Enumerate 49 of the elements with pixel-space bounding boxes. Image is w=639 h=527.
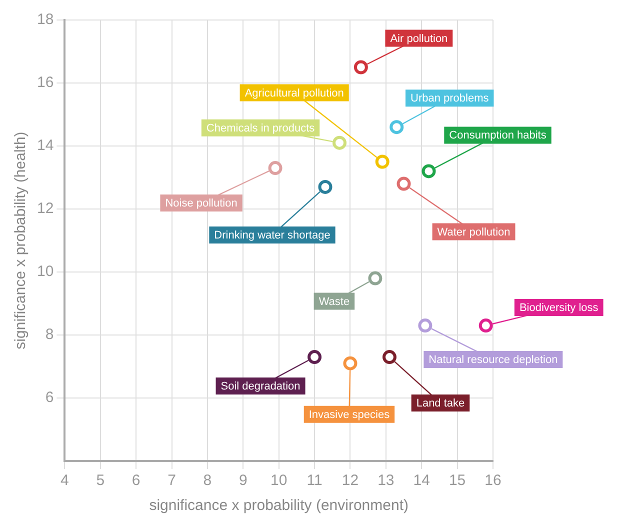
x-tick-label: 5 <box>96 472 105 490</box>
x-tick-label: 11 <box>306 472 322 490</box>
text: Soil degradation <box>220 380 300 393</box>
text: Water pollution <box>437 226 510 238</box>
x-tick-label: 10 <box>270 472 288 490</box>
point <box>418 318 432 333</box>
point <box>332 136 347 150</box>
text: Consumption habits <box>449 130 547 142</box>
x-tick-label: 4 <box>60 472 69 490</box>
point <box>422 164 436 178</box>
x-tick-label: 14 <box>413 472 430 490</box>
text: Air pollution <box>390 32 448 45</box>
text: Natural resource depletion <box>428 354 558 366</box>
text: Drinking water shortage <box>214 229 330 242</box>
text: Biodiversity loss <box>519 302 599 314</box>
y-tick-label: 6 <box>45 389 54 406</box>
text: Land take <box>416 398 465 410</box>
x-axis-title: significance x probability (environment) <box>149 497 408 514</box>
text: Waste <box>318 296 350 308</box>
y-tick-label: 10 <box>36 263 54 280</box>
x-tick-label: 12 <box>342 472 359 490</box>
x-tick-label: 8 <box>203 472 212 490</box>
y-tick-label: 14 <box>36 137 54 154</box>
y-tick-label: 18 <box>36 11 54 28</box>
x-tick-label: 15 <box>448 472 466 490</box>
y-tick-label: 16 <box>36 74 54 92</box>
x-tick-label: 13 <box>378 472 394 490</box>
point <box>375 154 390 169</box>
point <box>343 356 358 370</box>
point <box>354 60 368 74</box>
y-tick-label: 12 <box>36 200 54 218</box>
x-tick-label: 7 <box>168 472 176 490</box>
series-label: Urban problems <box>410 92 490 105</box>
point <box>268 161 282 176</box>
point <box>318 180 332 194</box>
x-tick-label: 16 <box>484 472 502 490</box>
point <box>396 176 411 191</box>
point <box>478 318 493 333</box>
point <box>308 350 322 364</box>
point <box>390 120 404 134</box>
text: Noise pollution <box>165 198 238 210</box>
text: Agricultural pollution <box>244 87 344 100</box>
y-axis-title: significance x probability (health) <box>12 132 30 350</box>
x-tick-label: 9 <box>238 472 248 490</box>
point <box>368 271 382 286</box>
y-tick-label: 8 <box>45 326 54 344</box>
x-tick-label: 6 <box>132 472 140 490</box>
text: Invasive species <box>308 408 390 421</box>
point <box>382 350 396 364</box>
